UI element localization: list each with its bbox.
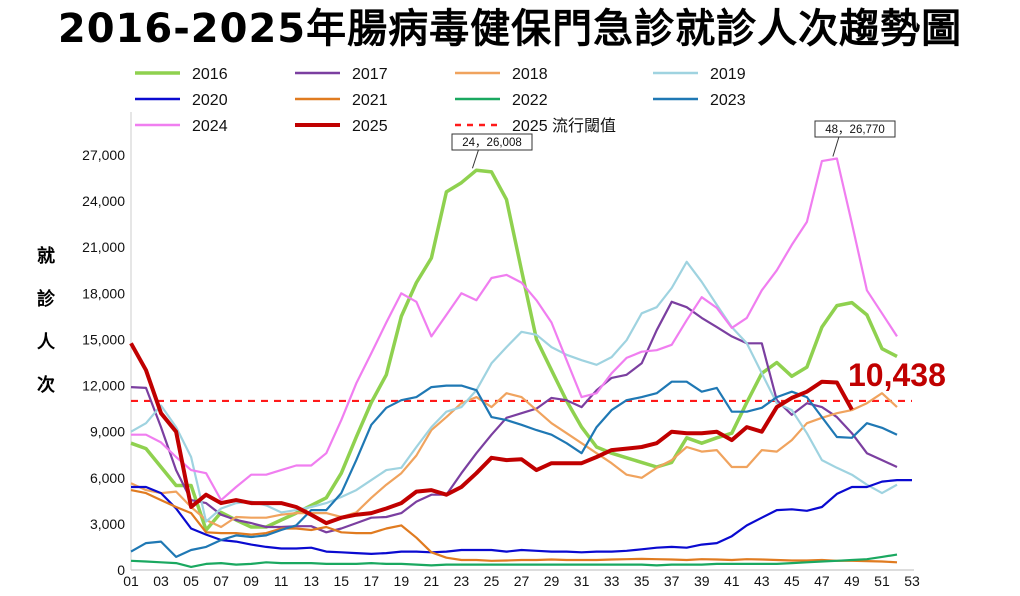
x-tick-label: 05 — [183, 573, 199, 589]
x-tick-label: 09 — [243, 573, 259, 589]
y-axis-label-char: 診 — [37, 288, 56, 310]
series-line-2020 — [131, 479, 912, 556]
y-axis-label-char: 就 — [37, 245, 55, 267]
series-line-2017 — [130, 300, 898, 534]
y-axis-label-char: 次 — [37, 374, 55, 396]
x-tick-label: 15 — [333, 573, 349, 589]
annotation-arrow — [471, 149, 479, 169]
legend-label: 2025 — [352, 118, 388, 135]
x-tick-label: 29 — [544, 573, 560, 589]
annotation-box — [451, 133, 533, 151]
annotation-label: 48，26,770 — [825, 124, 884, 136]
y-tick-label: 15,000 — [82, 331, 125, 347]
x-tick-label: 49 — [844, 573, 860, 589]
y-tick-label: 3,000 — [90, 516, 125, 532]
x-tick-label: 41 — [724, 573, 740, 589]
y-tick-label: 12,000 — [82, 378, 125, 394]
x-tick-label: 21 — [424, 573, 440, 589]
legend-label: 2017 — [352, 66, 388, 83]
legend: 2016 2017 2018 2019 2020 2021 2022 2023 2024 2025… — [135, 66, 746, 135]
y-tick-label: 9,000 — [90, 424, 125, 440]
x-tick-label: 01 — [123, 573, 139, 589]
series-line-2019 — [130, 260, 898, 523]
x-tick-label: 45 — [784, 573, 800, 589]
x-tick-label: 35 — [634, 573, 650, 589]
legend-label: 2019 — [710, 66, 746, 83]
series-line-2021 — [130, 489, 898, 564]
x-tick-label: 31 — [574, 573, 590, 589]
x-tick-label: 51 — [874, 573, 890, 589]
annotation-arrow — [832, 136, 840, 157]
series-line-2024 — [131, 157, 898, 502]
x-tick-label: 37 — [664, 573, 680, 589]
y-tick-label: 24,000 — [82, 193, 125, 209]
x-tick-label: 43 — [754, 573, 770, 589]
y-tick-label: 18,000 — [82, 285, 125, 301]
axes: 0 3,000 6,000 9,000 12,000 15,000 18,000 21,000… — [82, 112, 920, 589]
annotations: 24，26,008 48，26,770 10,438 — [451, 120, 946, 393]
legend-label: 2025 流行閾值 — [512, 117, 616, 135]
series-line-2025 — [129, 342, 854, 526]
x-tick-label: 47 — [814, 573, 830, 589]
legend-label: 2023 — [710, 92, 746, 109]
y-tick-label: 0 — [117, 562, 125, 578]
x-tick-label: 17 — [364, 573, 380, 589]
latest-value-label: 10,438 — [848, 357, 946, 393]
x-tick-label: 11 — [274, 573, 289, 589]
x-tick-label: 39 — [694, 573, 710, 589]
series-line-2022 — [130, 553, 898, 569]
legend-label: 2021 — [352, 92, 388, 109]
series-line-2018 — [130, 392, 898, 529]
series-line-2023 — [130, 380, 898, 559]
legend-label: 2016 — [192, 66, 228, 83]
y-axis-label-char: 人 — [37, 332, 56, 353]
series-lines — [129, 157, 912, 569]
chart-title: 2016-2025年腸病毒健保門急診就診人次趨勢圖 — [57, 6, 963, 52]
y-tick-label: 6,000 — [90, 470, 125, 486]
annotation-box — [814, 120, 896, 138]
series-line-2016 — [130, 168, 898, 532]
legend-label: 2018 — [512, 66, 548, 83]
x-tick-label: 23 — [454, 573, 470, 589]
x-tick-label: 33 — [604, 573, 620, 589]
x-tick-label: 27 — [514, 573, 530, 589]
y-tick-label: 21,000 — [82, 239, 125, 255]
x-tick-label: 13 — [303, 573, 319, 589]
legend-label: 2020 — [192, 92, 228, 109]
x-tick-label: 07 — [213, 573, 229, 589]
y-tick-label: 27,000 — [82, 147, 125, 163]
x-tick-label: 25 — [484, 573, 500, 589]
x-tick-label: 53 — [904, 573, 920, 589]
legend-label: 2022 — [512, 92, 548, 109]
x-tick-label: 19 — [394, 573, 410, 589]
legend-label: 2024 — [192, 118, 228, 135]
annotation-label: 24，26,008 — [462, 137, 521, 149]
x-tick-label: 03 — [153, 573, 169, 589]
